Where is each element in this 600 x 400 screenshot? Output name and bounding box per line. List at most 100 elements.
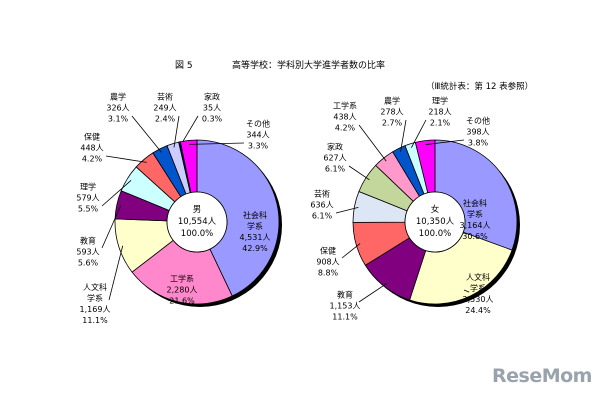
leader-line	[101, 205, 122, 249]
slice-label-pct: 2.7%	[381, 118, 403, 128]
watermark-logo: ReseMom	[492, 365, 592, 387]
slice-label-pct: 2.4%	[154, 114, 176, 124]
slice-label-name: 芸術	[157, 92, 173, 102]
slice-label-name: 理学	[432, 96, 448, 106]
slice-label-name: 農学	[384, 96, 400, 106]
leader-line	[411, 119, 427, 148]
leader-line	[335, 206, 359, 214]
slice-label-count: 249人	[153, 103, 177, 113]
center-total: 10,554人	[177, 217, 217, 227]
slice-label-name: その他	[246, 119, 270, 129]
slice-label: 農学 278人 2.7%	[380, 96, 403, 129]
slice-label-count: 2,530人	[462, 295, 494, 304]
slice-label-pct: 3.8%	[467, 138, 489, 148]
slice-label-name: 芸術	[314, 189, 330, 199]
leader-line	[358, 283, 388, 303]
slice-label-pct: 30.6%	[462, 232, 488, 241]
slice-label-name: 理学	[80, 182, 96, 192]
slice-label-name: 農学	[110, 92, 126, 102]
leader-line	[105, 155, 147, 163]
reference-note: （Ⅲ統計表：第 12 表参照）	[426, 82, 534, 92]
slice-label-pct: 3.1%	[107, 114, 129, 124]
center-label: 男 10,554人 100.0%	[178, 204, 216, 240]
figure-number: 図 5	[175, 61, 193, 71]
slice-label-name: 人文科 学系	[83, 283, 107, 303]
leader-line	[108, 245, 124, 301]
center-label: 男	[192, 205, 202, 215]
leader-line	[173, 115, 180, 148]
slice-label-name: 教育	[80, 236, 96, 246]
slice-label-pct: 21.6%	[169, 296, 195, 306]
slice-label-pct: 11.1%	[332, 312, 358, 322]
slice-label-pct: 3.3%	[247, 141, 269, 151]
center-total: 10,350人	[415, 217, 455, 227]
slice-label-pct: 4.2%	[334, 123, 356, 133]
slice-label-count: 344人	[246, 130, 270, 140]
slice-label: 芸術 636人 6.1%	[310, 189, 333, 222]
center-label: 女	[430, 205, 440, 215]
slice-label-pct: 24.4%	[465, 306, 491, 315]
slice-label-name: 家政	[327, 142, 343, 152]
slice-label-pct: 6.1%	[311, 211, 333, 221]
leader-line	[131, 115, 162, 153]
slice-label: 工学系 438人 4.2%	[333, 101, 357, 134]
slice-label-pct: 5.6%	[77, 258, 99, 268]
slice-label: 芸術 249人 2.4%	[153, 92, 176, 125]
slice-label-count: 278人	[380, 107, 404, 117]
slice-label-pct: 0.3%	[201, 114, 223, 124]
slice-label: 教育 593人 5.6%	[76, 236, 99, 269]
center-label: 女 10,350人 100.0%	[416, 204, 454, 240]
slice-label: 理学 579人 5.5%	[76, 182, 99, 215]
slice-label: その他 398人 3.8%	[466, 116, 490, 149]
slice-label-count: 627人	[323, 153, 347, 163]
slice-label: 家政 35人 0.3%	[202, 92, 222, 125]
slice-label-count: 3,164人	[459, 221, 491, 230]
slice-label-pct: 8.8%	[317, 268, 339, 278]
leader-line	[425, 139, 465, 145]
slice-label-name: 人文科 学系	[466, 273, 490, 293]
slice-label-name: 保健	[320, 246, 336, 256]
slice-label-name: 社会科 学系	[243, 211, 267, 231]
slice-label-count: 326人	[106, 103, 130, 113]
leader-line	[101, 180, 132, 207]
donut-hole	[404, 191, 466, 253]
slice-label: 社会科 学系 4,531人 42.9%	[240, 210, 271, 254]
slice-label: 農学 326人 3.1%	[106, 92, 129, 125]
slice-label-pct: 4.2%	[81, 154, 103, 164]
slice-label-count: 448人	[80, 143, 104, 153]
slice-label-pct: 11.1%	[82, 316, 108, 325]
slice-label-count: 1,169人	[79, 305, 111, 314]
slice-label-count: 593人	[76, 247, 100, 257]
slice-label: 保健 908人 8.8%	[316, 246, 339, 279]
leader-line	[341, 243, 361, 259]
slice-label: 家政 627人 6.1%	[323, 142, 346, 175]
slice-label-pct: 5.5%	[77, 204, 99, 214]
slice-label-name: 保健	[84, 132, 100, 142]
slice-label-name: 社会科 学系	[463, 199, 487, 219]
slice-label: 人文科 学系 1,169人 11.1%	[80, 282, 111, 326]
slice-label-name: 工学系	[170, 274, 194, 284]
slice-label-count: 579人	[76, 193, 100, 203]
slice-label: 人文科 学系 2,530人 24.4%	[463, 272, 494, 316]
chart-title: 高等学校：学科別大学進学者数の比率	[232, 61, 386, 71]
leader-line	[463, 289, 470, 293]
center-pct: 100.0%	[418, 229, 452, 239]
slice-label-pct: 42.9%	[242, 244, 268, 253]
slice-label-count: 4,531人	[239, 233, 271, 242]
slice-label-name: その他	[466, 116, 490, 126]
slice-label-pct: 2.1%	[429, 118, 451, 128]
center-pct: 100.0%	[180, 229, 214, 239]
slice-label: 保健 448人 4.2%	[80, 132, 103, 165]
slice-label: 工学系 2,280人 21.6%	[167, 274, 198, 307]
slice-label-name: 家政	[203, 92, 220, 102]
slice-label: 教育 1,153人 11.1%	[330, 290, 361, 323]
slice-label-count: 2,280人	[166, 285, 198, 295]
slice-label-count: 636人	[310, 200, 334, 210]
slice-label-pct: 6.1%	[324, 164, 346, 174]
slice-label-count: 438人	[333, 112, 357, 122]
leader-line	[348, 165, 370, 181]
slice-label-count: 218人	[428, 107, 452, 117]
slice-label: その他 344人 3.3%	[246, 119, 270, 152]
